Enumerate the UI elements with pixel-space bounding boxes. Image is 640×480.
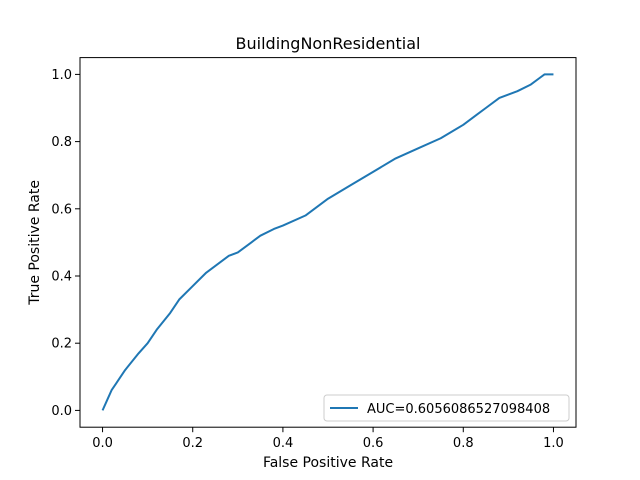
- roc-curve-line: [101, 73, 554, 411]
- plot-area: [101, 73, 554, 411]
- legend-label: AUC=0.6056086527098408: [367, 402, 550, 417]
- y-tick-label: 0.8: [51, 135, 72, 150]
- x-tick-label: 0.0: [92, 436, 113, 451]
- axis-ticks: 0.0 0.2 0.4 0.6 0.8 1.0 0.0 0.2 0.4 0.6 0.8 1.0: [51, 68, 563, 451]
- y-tick-label: 0.2: [51, 337, 72, 352]
- y-tick-label: 1.0: [51, 68, 72, 83]
- legend-box: [323, 394, 570, 422]
- chart-title: BuildingNonResidential: [236, 34, 421, 53]
- axes-frame: [79, 57, 577, 428]
- x-tick-label: 0.4: [273, 436, 294, 451]
- x-tick-label: 0.6: [363, 436, 384, 451]
- x-tick-label: 0.8: [453, 436, 474, 451]
- y-tick-label: 0.6: [51, 202, 72, 217]
- x-tick-label: 1.0: [543, 436, 564, 451]
- x-tick-label: 0.2: [182, 436, 203, 451]
- y-tick-label: 0.4: [51, 270, 72, 285]
- legend: AUC=0.6056086527098408: [323, 394, 570, 422]
- y-axis-label: True Positive Rate: [27, 180, 43, 306]
- y-tick-label: 0.0: [51, 404, 72, 419]
- x-axis-label: False Positive Rate: [263, 455, 393, 471]
